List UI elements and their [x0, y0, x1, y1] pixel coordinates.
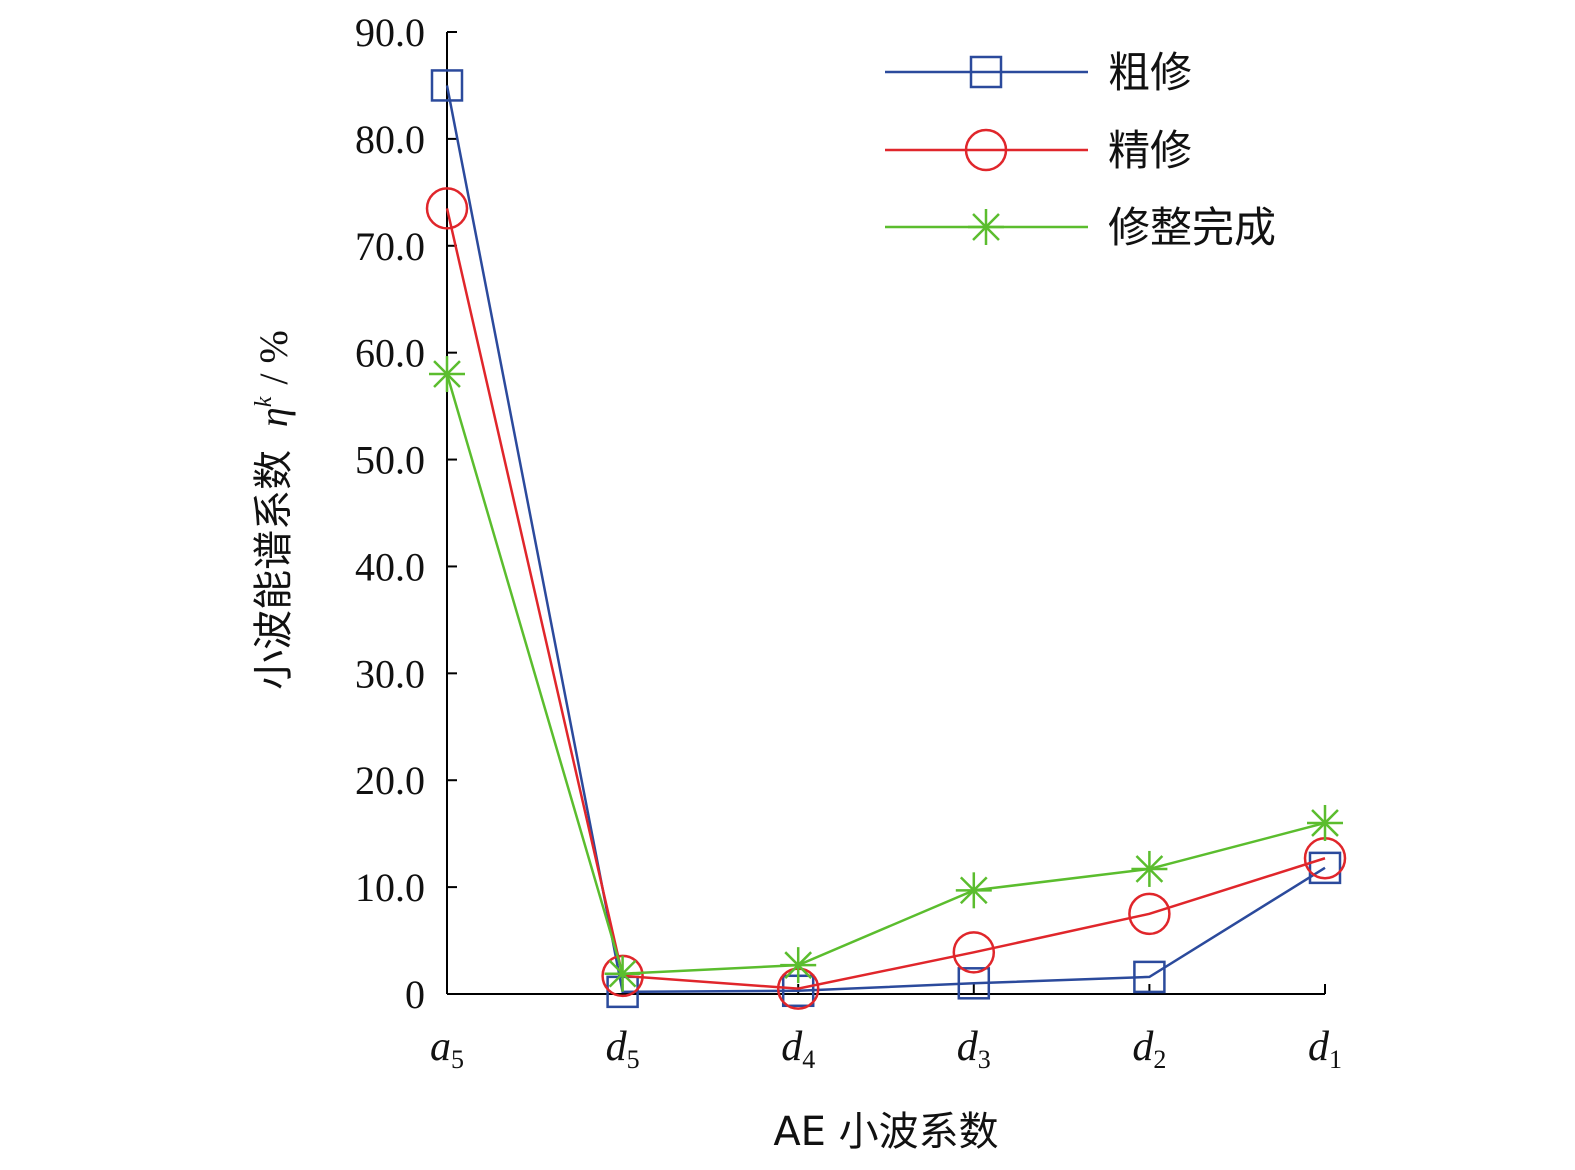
y-axis-title-symbol: η — [251, 407, 296, 427]
legend-entry: 粗修 — [885, 48, 1192, 97]
x-tick-label: d5 — [606, 1024, 640, 1074]
data-point — [429, 356, 465, 393]
data-point — [780, 947, 817, 984]
data-point — [1133, 960, 1166, 994]
x-tick-label: a5 — [430, 1024, 464, 1074]
y-tick-label: 20.0 — [355, 758, 425, 803]
axes: 0 10.0 20.0 30.0 40.0 50.0 60.0 70.0 80.0 90.0 a5 d… — [355, 10, 1342, 1074]
data-point — [430, 69, 464, 102]
legend-label: 修整完成 — [1108, 203, 1276, 252]
y-tick-label: 10.0 — [355, 865, 425, 910]
series-line — [445, 85, 1326, 994]
y-axis-title: 小波能谱系数 ηk / % — [251, 330, 297, 690]
data-point — [604, 955, 641, 992]
legend-marker — [964, 128, 1008, 172]
data-point — [425, 187, 469, 230]
y-axis-title-unit: / % — [251, 330, 296, 384]
data-point — [952, 931, 996, 974]
legend-label: 粗修 — [1108, 48, 1192, 97]
data-point — [957, 967, 991, 1000]
data-point — [1308, 851, 1342, 885]
y-tick-label: 80.0 — [355, 117, 425, 162]
y-tick-label: 30.0 — [355, 651, 425, 696]
y-tick-label: 90.0 — [355, 10, 425, 55]
legend-entry: 修整完成 — [885, 203, 1276, 252]
series-layer — [425, 69, 1347, 1010]
series-3 — [429, 356, 1343, 992]
x-tick-label: d4 — [781, 1024, 815, 1074]
series-line — [445, 373, 1326, 975]
y-tick-label: 70.0 — [355, 224, 425, 269]
y-tick-label: 0 — [405, 972, 425, 1017]
data-point — [1128, 892, 1171, 936]
x-tick-label: d1 — [1308, 1024, 1342, 1074]
data-point — [1131, 850, 1168, 887]
data-point — [1307, 804, 1343, 841]
y-axis-title-superscript: k — [251, 396, 277, 407]
y-tick-label: 40.0 — [355, 544, 425, 589]
legend-entry: 精修 — [885, 126, 1192, 175]
series-1 — [430, 69, 1342, 1009]
y-axis-title-text: 小波能谱系数 — [251, 450, 297, 690]
legend-marker — [968, 209, 1004, 245]
series-2 — [425, 187, 1347, 1010]
legend-label: 精修 — [1108, 126, 1192, 175]
data-point — [955, 872, 992, 909]
x-axis-title: AE 小波系数 — [773, 1109, 998, 1155]
series-line — [445, 208, 1326, 990]
y-tick-label: 50.0 — [355, 438, 425, 483]
x-tick-label: d3 — [957, 1024, 991, 1074]
legend-marker — [969, 55, 1003, 89]
y-tick-label: 60.0 — [355, 331, 425, 376]
x-tick-label: d2 — [1132, 1024, 1166, 1074]
